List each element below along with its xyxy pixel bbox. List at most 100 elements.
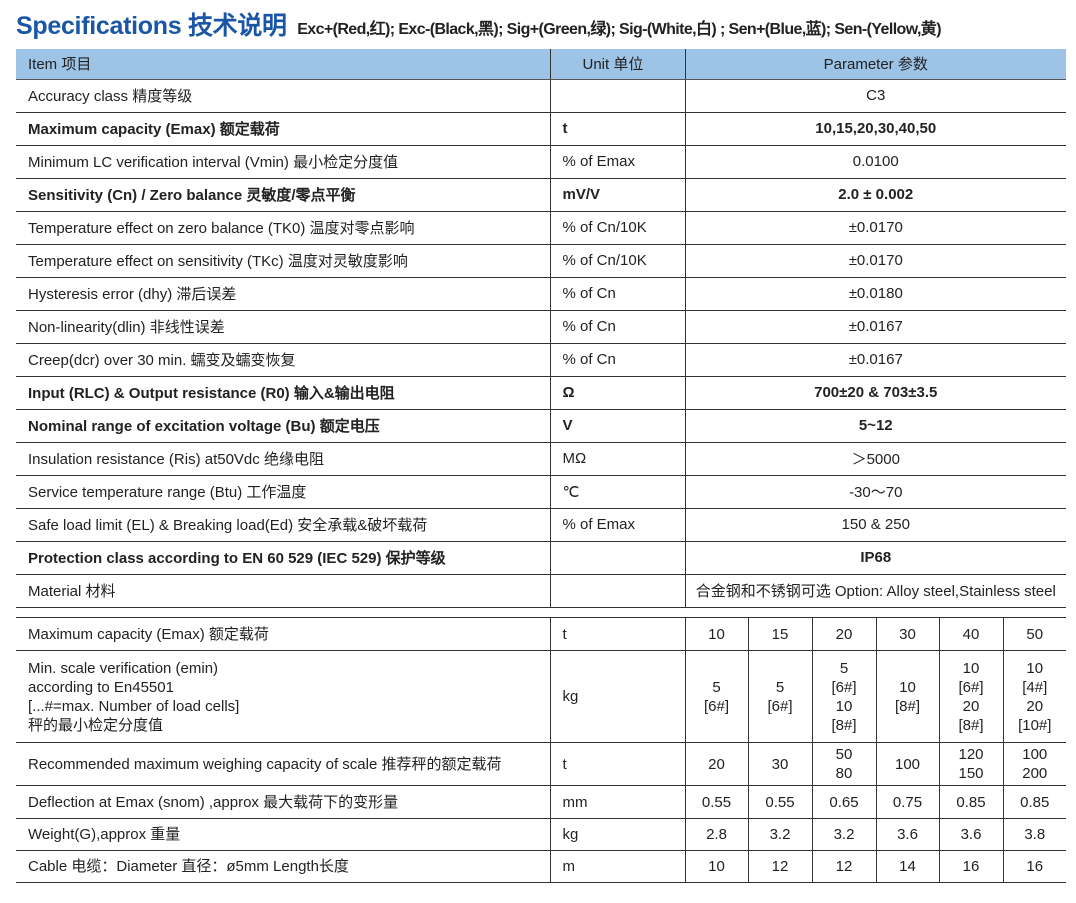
table-row: Min. scale verification (emin) according … bbox=[16, 650, 1066, 743]
table-row: Nominal range of excitation voltage (Bu)… bbox=[16, 409, 1066, 443]
item-cell: Deflection at Emax (snom) ,approx 最大载荷下的… bbox=[16, 785, 550, 819]
parameter-cell: IP68 bbox=[684, 541, 1066, 575]
value-cell: 100 200 bbox=[1002, 742, 1066, 786]
table-row: Protection class according to EN 60 529 … bbox=[16, 541, 1066, 575]
table-row: Temperature effect on zero balance (TK0)… bbox=[16, 211, 1066, 245]
parameter-cell: 10,15,20,30,40,50 bbox=[684, 112, 1066, 146]
parameter-cell: ±0.0180 bbox=[684, 277, 1066, 311]
table-row: Creep(dcr) over 30 min. 蠕变及蠕变恢复% of Cn ±0… bbox=[16, 343, 1066, 377]
item-cell: Non-linearity(dlin) 非线性误差 bbox=[16, 310, 550, 344]
parameter-cell: ＞5000 bbox=[684, 442, 1066, 476]
value-cell: 0.85 bbox=[1002, 785, 1066, 819]
unit-cell: t bbox=[549, 617, 685, 651]
value-cell: 40 bbox=[938, 617, 1003, 651]
unit-cell: % of Cn bbox=[549, 310, 685, 344]
unit-cell: % of Emax bbox=[549, 145, 685, 179]
item-cell: Protection class according to EN 60 529 … bbox=[16, 541, 550, 575]
value-cell: 120 150 bbox=[938, 742, 1003, 786]
item-cell: Maximum capacity (Emax) 额定载荷 bbox=[16, 617, 550, 651]
table-row: Recommended maximum weighing capacity of… bbox=[16, 742, 1066, 786]
value-cell: 3.6 bbox=[938, 818, 1003, 851]
item-cell: Maximum capacity (Emax) 额定载荷 bbox=[16, 112, 550, 146]
value-cell: 10 bbox=[684, 850, 748, 883]
value-cell: 0.55 bbox=[747, 785, 812, 819]
unit-cell bbox=[549, 79, 685, 113]
value-cell: 3.2 bbox=[747, 818, 812, 851]
table-row: Weight(G),approx 重量 kg 2.8 3.2 3.2 3.6 3.6 3.8 bbox=[16, 818, 1066, 851]
table-header: Item 项目 Unit 单位 Parameter 参数 bbox=[16, 49, 1066, 80]
item-cell: Cable 电缆：Diameter 直径：ø5mm Length长度 bbox=[16, 850, 550, 883]
unit-cell: % of Emax bbox=[549, 508, 685, 542]
item-cell: Nominal range of excitation voltage (Bu)… bbox=[16, 409, 550, 443]
parameter-cell: -30～70 bbox=[684, 475, 1066, 509]
value-cell: 0.65 bbox=[811, 785, 876, 819]
table-row: Minimum LC verification interval (Vmin) … bbox=[16, 145, 1066, 179]
value-cell: 16 bbox=[1002, 850, 1066, 883]
unit-cell: kg bbox=[549, 818, 685, 851]
unit-cell: V bbox=[549, 409, 685, 443]
table-row: Input (RLC) & Output resistance (R0) 输入&… bbox=[16, 376, 1066, 410]
value-cell: 0.55 bbox=[684, 785, 748, 819]
table-row: Hysteresis error (dhy) 滞后误差% of Cn ±0.018… bbox=[16, 277, 1066, 311]
value-cell: 0.85 bbox=[938, 785, 1003, 819]
parameter-cell: ±0.0170 bbox=[684, 244, 1066, 278]
header-parameter: Parameter 参数 bbox=[684, 49, 1066, 80]
header-unit: Unit 单位 bbox=[549, 49, 685, 80]
item-cell: Temperature effect on zero balance (TK0)… bbox=[16, 211, 550, 245]
value-cell: 3.8 bbox=[1002, 818, 1066, 851]
value-cell: 10 [4#] 20 [10#] bbox=[1002, 650, 1066, 743]
item-cell: Temperature effect on sensitivity (TKc) … bbox=[16, 244, 550, 278]
table-row: Safe load limit (EL) & Breaking load(Ed)… bbox=[16, 508, 1066, 542]
table-row: Cable 电缆：Diameter 直径：ø5mm Length长度 m 10 12 1… bbox=[16, 850, 1066, 883]
header-item: Item 项目 bbox=[16, 49, 550, 80]
unit-cell: t bbox=[549, 112, 685, 146]
item-cell: Minimum LC verification interval (Vmin) … bbox=[16, 145, 550, 179]
table-row: Sensitivity (Cn) / Zero balance 灵敏度/零点平衡… bbox=[16, 178, 1066, 212]
unit-cell: mm bbox=[549, 785, 685, 819]
value-cell: 10 bbox=[684, 617, 748, 651]
value-cell: 3.2 bbox=[811, 818, 876, 851]
value-cell: 16 bbox=[938, 850, 1003, 883]
table-row: Maximum capacity (Emax) 额定载荷 t 10,15,20,30… bbox=[16, 112, 1066, 146]
parameter-cell: 150 & 250 bbox=[684, 508, 1066, 542]
value-cell: 2.8 bbox=[684, 818, 748, 851]
unit-cell: % of Cn/10K bbox=[549, 211, 685, 245]
item-cell: Recommended maximum weighing capacity of… bbox=[16, 742, 550, 786]
item-cell: Hysteresis error (dhy) 滞后误差 bbox=[16, 277, 550, 311]
value-cell: 50 bbox=[1002, 617, 1066, 651]
item-cell: Insulation resistance (Ris) at50Vdc 绝缘电阻 bbox=[16, 442, 550, 476]
wiring-legend: Exc+(Red,红); Exc-(Black,黑); Sig+(Green,绿… bbox=[297, 21, 941, 38]
unit-cell: m bbox=[549, 850, 685, 883]
table-row: Temperature effect on sensitivity (TKc) … bbox=[16, 244, 1066, 278]
value-cell: 30 bbox=[747, 742, 812, 786]
value-cell: 30 bbox=[875, 617, 939, 651]
unit-cell: MΩ bbox=[549, 442, 685, 476]
value-cell: 100 bbox=[875, 742, 939, 786]
table-row: Material 材料 合金钢和不锈钢可选 Option: Alloy steel… bbox=[16, 574, 1066, 608]
value-cell: 0.75 bbox=[875, 785, 939, 819]
value-cell: 5 [6#] bbox=[684, 650, 748, 743]
unit-cell: % of Cn bbox=[549, 343, 685, 377]
parameter-cell: 2.0 ± 0.002 bbox=[684, 178, 1066, 212]
item-cell: Min. scale verification (emin) according … bbox=[16, 650, 550, 743]
value-cell: 20 bbox=[811, 617, 876, 651]
table-row: Deflection at Emax (snom) ,approx 最大载荷下的… bbox=[16, 785, 1066, 819]
parameter-cell: ±0.0167 bbox=[684, 310, 1066, 344]
item-cell: Sensitivity (Cn) / Zero balance 灵敏度/零点平衡 bbox=[16, 178, 550, 212]
table-row: Non-linearity(dlin) 非线性误差% of Cn ±0.0167 bbox=[16, 310, 1066, 344]
unit-cell bbox=[549, 574, 685, 608]
unit-cell: % of Cn bbox=[549, 277, 685, 311]
page-title: Specifications 技术说明 Exc+(Red,红); Exc-(Bl… bbox=[16, 6, 942, 42]
table-row: Maximum capacity (Emax) 额定载荷 t 10 15 20 30 40 5… bbox=[16, 617, 1066, 651]
title-main: Specifications 技术说明 bbox=[16, 12, 287, 40]
value-cell: 3.6 bbox=[875, 818, 939, 851]
table-row: Accuracy class 精度等级 C3 bbox=[16, 79, 1066, 113]
item-cell: Service temperature range (Btu) 工作温度 bbox=[16, 475, 550, 509]
unit-cell bbox=[549, 541, 685, 575]
item-cell: Accuracy class 精度等级 bbox=[16, 79, 550, 113]
item-cell: Weight(G),approx 重量 bbox=[16, 818, 550, 851]
value-cell: 5 [6#] bbox=[747, 650, 812, 743]
item-cell: Creep(dcr) over 30 min. 蠕变及蠕变恢复 bbox=[16, 343, 550, 377]
unit-cell: ℃ bbox=[549, 475, 685, 509]
item-cell: Input (RLC) & Output resistance (R0) 输入&… bbox=[16, 376, 550, 410]
